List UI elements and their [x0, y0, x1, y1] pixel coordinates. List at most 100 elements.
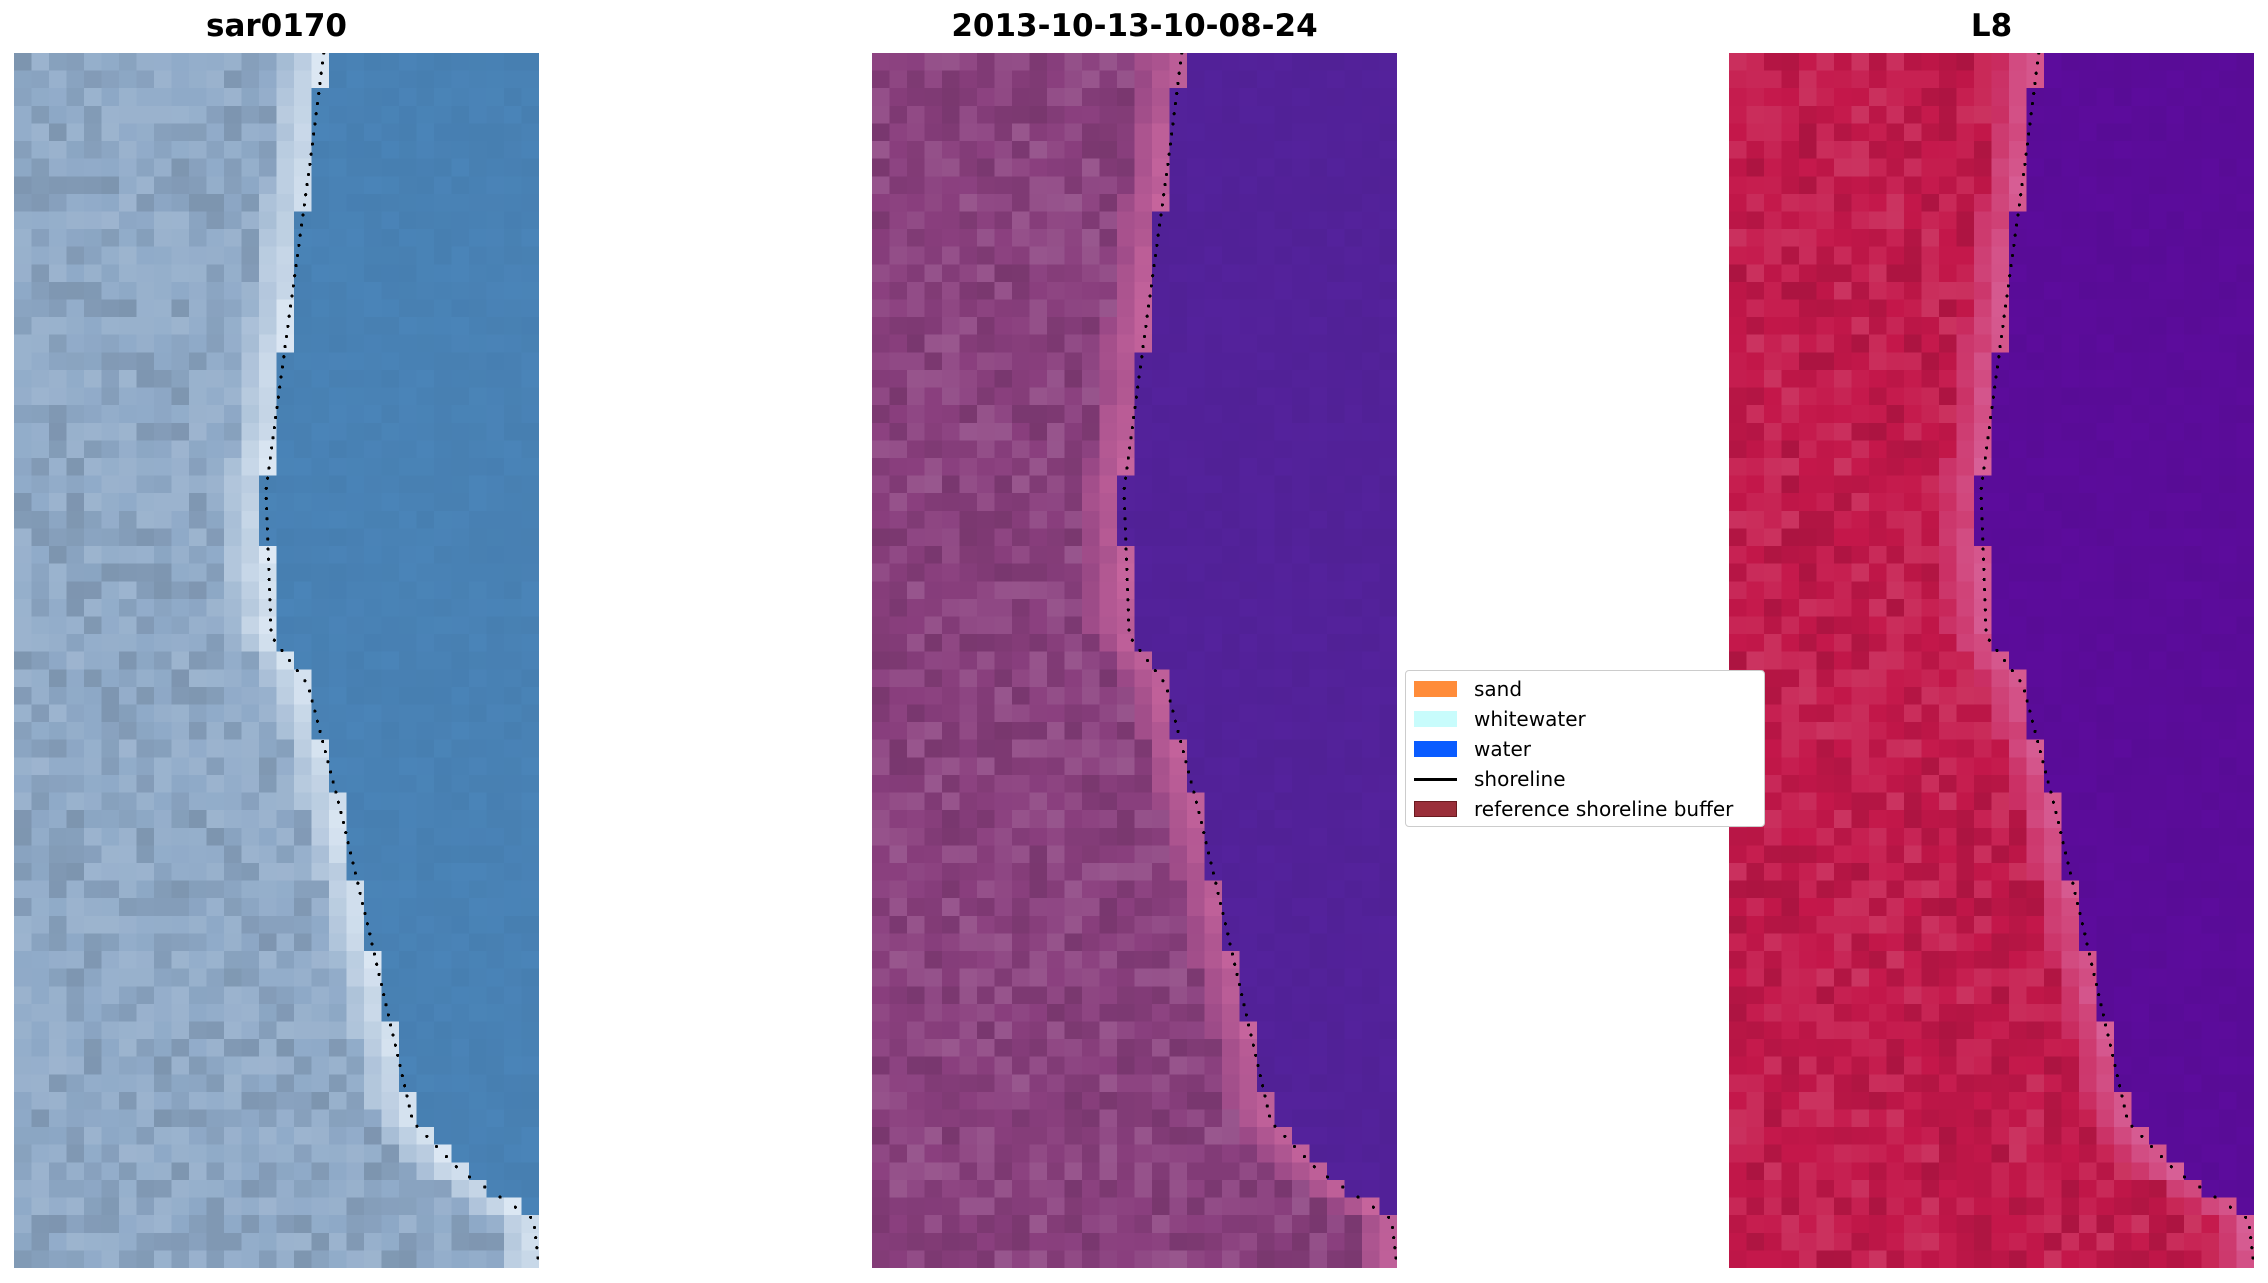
image-pixel	[101, 229, 120, 248]
image-pixel	[1257, 88, 1275, 107]
image-pixel	[276, 933, 295, 952]
image-pixel	[224, 53, 242, 71]
image-pixel	[1939, 405, 1957, 424]
image-pixel	[329, 352, 347, 371]
image-pixel	[1362, 810, 1380, 829]
image-pixel	[1099, 757, 1118, 776]
image-pixel	[276, 264, 295, 283]
image-pixel	[1169, 493, 1188, 512]
image-pixel	[1204, 1215, 1223, 1234]
image-pixel	[241, 1109, 260, 1128]
image-pixel	[1729, 105, 1747, 124]
image-pixel	[872, 176, 890, 195]
image-pixel	[994, 827, 1013, 846]
image-pixel	[154, 739, 172, 758]
image-pixel	[171, 458, 190, 476]
image-pixel	[329, 369, 347, 388]
image-pixel	[1012, 1215, 1030, 1234]
image-pixel	[66, 1144, 85, 1163]
image-pixel	[521, 792, 539, 811]
image-pixel	[451, 158, 470, 177]
image-pixel	[1152, 1074, 1170, 1093]
image-pixel	[189, 264, 207, 283]
image-pixel	[136, 70, 155, 89]
image-pixel	[1344, 458, 1363, 476]
image-pixel	[31, 774, 50, 793]
image-pixel	[224, 933, 242, 952]
image-pixel	[84, 986, 102, 1005]
image-pixel	[119, 1232, 137, 1251]
image-pixel	[136, 334, 155, 353]
image-pixel	[1187, 1091, 1205, 1110]
image-pixel	[486, 1021, 505, 1040]
image-pixel	[49, 1215, 67, 1234]
shoreline-point	[1391, 1225, 1395, 1230]
image-pixel	[1117, 810, 1135, 829]
image-pixel	[1729, 123, 1747, 142]
image-pixel	[294, 123, 312, 142]
image-pixel	[889, 757, 908, 776]
image-pixel	[119, 405, 137, 424]
image-pixel	[119, 352, 137, 371]
image-pixel	[1834, 281, 1852, 300]
image-pixel	[1169, 951, 1188, 970]
image-pixel	[1327, 546, 1345, 565]
image-pixel	[1362, 863, 1380, 881]
image-pixel	[1904, 281, 1922, 300]
image-pixel	[1204, 1074, 1223, 1093]
image-pixel	[1274, 105, 1293, 124]
image-pixel	[154, 651, 172, 670]
image-pixel	[189, 88, 207, 107]
image-pixel	[329, 317, 347, 336]
image-pixel	[1204, 229, 1223, 248]
image-pixel	[434, 246, 452, 265]
image-pixel	[451, 951, 470, 970]
image-pixel	[1309, 986, 1328, 1005]
image-pixel	[521, 757, 539, 776]
image-pixel	[329, 863, 347, 881]
image-pixel	[1012, 70, 1030, 89]
image-pixel	[1886, 387, 1905, 406]
image-pixel	[977, 440, 995, 459]
image-pixel	[889, 898, 908, 917]
image-pixel	[977, 1109, 995, 1128]
image-pixel	[1292, 53, 1310, 71]
image-pixel	[889, 334, 908, 353]
image-pixel	[1012, 1056, 1030, 1075]
image-pixel	[994, 863, 1013, 881]
image-pixel	[1187, 1003, 1205, 1022]
image-pixel	[1991, 123, 2010, 142]
image-pixel	[942, 1179, 960, 1198]
image-pixel	[1956, 317, 1975, 336]
image-pixel	[1082, 686, 1100, 705]
image-pixel	[451, 1179, 470, 1198]
image-pixel	[1764, 299, 1782, 318]
image-pixel	[872, 986, 890, 1005]
image-pixel	[1169, 528, 1188, 547]
image-pixel	[1064, 933, 1083, 952]
image-pixel	[1816, 70, 1835, 89]
image-pixel	[451, 1250, 470, 1268]
image-pixel	[1239, 1179, 1258, 1198]
image-pixel	[224, 1215, 242, 1234]
image-pixel	[977, 475, 995, 494]
image-pixel	[504, 1074, 522, 1093]
image-pixel	[889, 546, 908, 565]
image-pixel	[1362, 669, 1380, 688]
image-pixel	[977, 581, 995, 600]
image-pixel	[189, 1109, 207, 1128]
image-pixel	[1379, 933, 1397, 952]
image-pixel	[486, 1039, 505, 1058]
shoreline-point	[1394, 1256, 1397, 1260]
image-pixel	[1921, 281, 1940, 300]
image-pixel	[2131, 229, 2150, 248]
image-pixel	[504, 774, 522, 793]
image-pixel	[1344, 704, 1363, 723]
image-pixel	[889, 1021, 908, 1040]
image-pixel	[49, 669, 67, 688]
image-pixel	[1152, 634, 1170, 653]
image-pixel	[977, 334, 995, 353]
image-pixel	[1187, 1074, 1205, 1093]
image-pixel	[294, 1179, 312, 1198]
shoreline-point	[353, 871, 357, 875]
